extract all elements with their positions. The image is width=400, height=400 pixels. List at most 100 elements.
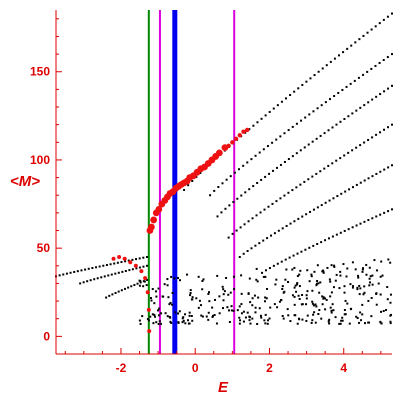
black-point [110,273,113,276]
black-point [313,270,316,273]
black-point [375,133,378,136]
black-point [183,188,186,191]
black-point [306,314,309,317]
black-point [268,172,271,175]
black-point [251,217,254,220]
black-point [380,310,383,313]
black-point [65,272,68,275]
black-point [294,284,297,287]
black-point [127,286,130,289]
black-point [300,303,303,306]
black-point [239,226,242,229]
black-point [269,306,272,309]
black-point [369,275,372,278]
black-point [311,140,314,143]
black-point [305,294,308,297]
black-point [243,223,246,226]
black-point [358,293,361,296]
black-point [310,275,313,278]
black-point [382,18,385,21]
black-point [114,272,117,275]
black-point [294,314,297,317]
black-point [306,290,309,293]
black-point [128,269,131,272]
black-point [370,296,373,299]
black-point [233,288,236,291]
black-point [311,302,314,305]
black-point [339,231,342,234]
black-point [240,312,243,315]
black-point [62,273,65,276]
black-point [76,270,79,273]
black-point [378,22,381,25]
black-point [131,268,134,271]
black-point [159,322,162,325]
black-point [347,115,350,118]
black-point [93,278,96,281]
black-point [296,283,299,286]
black-point [225,276,228,279]
black-point [333,57,336,60]
black-point [340,192,343,195]
black-point [107,274,110,277]
black-point [225,178,228,181]
black-point [228,204,231,207]
black-point [317,70,320,73]
black-point [117,290,120,293]
black-point [231,232,234,235]
black-point [273,232,276,235]
black-point [227,236,230,239]
black-point [208,300,211,303]
black-point [341,88,344,91]
y-tick-label: 50 [37,241,51,255]
black-point [332,309,335,312]
black-point [232,201,235,204]
black-point [324,101,327,104]
black-point [291,155,294,158]
black-point [376,269,379,272]
black-point [295,290,298,293]
black-point [113,262,116,265]
black-point [235,229,238,232]
y-tick-label: 150 [30,65,50,79]
black-point [327,237,330,240]
black-point [190,314,193,317]
black-point [221,182,224,185]
black-point [256,280,259,283]
black-point [268,110,271,113]
black-point [248,277,251,280]
black-point [319,170,322,173]
black-point [131,258,134,261]
black-point [151,288,154,291]
black-point [102,264,105,267]
black-point [275,166,278,169]
black-point [263,319,266,322]
black-point [293,286,296,289]
black-point [348,322,351,325]
black-point [363,179,366,182]
black-point [350,307,353,310]
black-point [322,271,325,274]
black-point [362,267,365,270]
black-point [188,314,191,317]
black-point [160,312,163,315]
black-point [367,321,370,324]
black-point [100,276,103,279]
black-point [230,309,233,312]
black-point [326,266,329,269]
black-point [242,320,245,323]
black-point [327,129,330,132]
black-point [142,256,145,259]
black-point [181,321,184,324]
red-points [111,127,250,334]
black-point [387,210,390,213]
black-point [370,315,373,318]
black-point [69,271,72,274]
black-point [248,188,251,191]
black-point [296,252,299,255]
red-point-low [146,307,151,312]
black-point [370,28,373,31]
black-point [391,123,393,126]
black-point [191,296,194,299]
